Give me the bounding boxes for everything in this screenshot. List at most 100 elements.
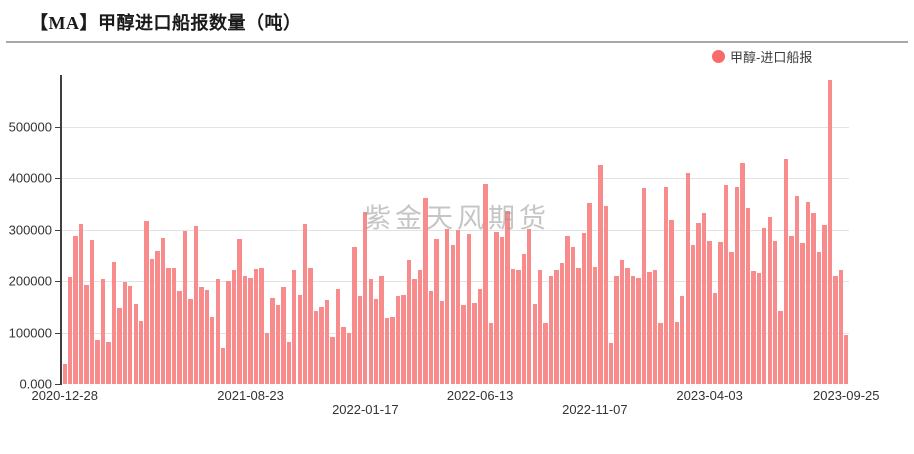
bar	[182, 230, 188, 384]
bar	[516, 270, 521, 384]
x-axis-label: 2022-01-17	[332, 402, 399, 417]
bar	[297, 294, 302, 384]
legend-label: 甲醇-进口船报	[730, 49, 813, 65]
bar	[117, 308, 122, 384]
bar	[712, 292, 718, 384]
bar	[292, 270, 297, 384]
bar	[461, 304, 466, 384]
x-axis-label: 2022-11-07	[562, 402, 628, 417]
bar	[106, 342, 111, 384]
bar	[663, 186, 669, 384]
bar	[324, 299, 330, 384]
bar	[390, 317, 395, 384]
bar	[445, 229, 450, 384]
bar	[756, 273, 761, 384]
bar	[439, 300, 444, 384]
bar	[308, 267, 313, 384]
bar	[231, 270, 237, 384]
bar	[614, 276, 619, 384]
bar	[669, 219, 674, 384]
bar	[494, 232, 499, 384]
bar	[521, 254, 526, 384]
bar	[242, 275, 248, 384]
y-axis-tick	[55, 281, 61, 282]
y-axis-tick	[55, 229, 61, 231]
bar	[428, 290, 434, 384]
bar	[423, 198, 428, 384]
bar	[603, 206, 608, 384]
bar	[139, 321, 144, 384]
bar	[723, 184, 729, 384]
x-axis-label: 2022-06-13	[446, 388, 514, 403]
bar	[718, 242, 723, 384]
y-axis-label: 200000	[8, 273, 52, 289]
bar	[783, 159, 789, 384]
bar	[100, 279, 106, 384]
bar	[210, 316, 215, 384]
bar	[401, 294, 406, 384]
bar	[177, 290, 182, 384]
y-axis-label: 300000	[8, 222, 52, 237]
chart-title: 【MA】甲醇进口船报数量（吨）	[30, 13, 302, 33]
bar	[264, 333, 270, 384]
bar	[838, 269, 843, 384]
bar	[379, 276, 384, 384]
bar	[598, 165, 603, 384]
bar	[111, 261, 117, 384]
y-axis-tick	[55, 332, 61, 334]
bar	[543, 323, 548, 384]
bar	[772, 241, 778, 384]
bar	[630, 276, 636, 384]
bar	[477, 289, 483, 384]
gridline	[62, 126, 849, 128]
bar	[160, 238, 166, 384]
bar	[778, 311, 783, 384]
bar	[587, 203, 592, 384]
bar	[636, 277, 641, 384]
bar	[95, 340, 100, 384]
bar	[794, 196, 800, 384]
legend-marker-icon	[712, 49, 725, 63]
bar	[122, 282, 128, 384]
bar	[658, 323, 663, 384]
x-axis-label: 2020-12-28	[31, 388, 98, 403]
bar	[171, 267, 177, 384]
gridline	[62, 229, 849, 231]
y-axis-label: 400000	[8, 170, 52, 186]
bar	[647, 271, 652, 384]
bar	[565, 235, 570, 384]
bar	[816, 251, 822, 384]
y-axis-line	[60, 75, 62, 385]
bar	[619, 259, 625, 384]
bar	[581, 233, 587, 384]
bar	[844, 334, 849, 384]
y-axis-tick	[55, 178, 61, 179]
bar	[259, 267, 264, 384]
bar	[341, 326, 346, 384]
bar	[833, 275, 838, 384]
bar	[374, 298, 379, 384]
bar	[275, 304, 281, 384]
bar	[537, 270, 543, 384]
bar	[827, 80, 833, 384]
bar	[499, 236, 505, 384]
bar	[505, 211, 510, 384]
bar	[800, 243, 805, 384]
bar	[220, 348, 226, 384]
bar	[330, 336, 335, 384]
bar	[466, 233, 472, 384]
bar	[745, 208, 751, 384]
bar	[729, 251, 734, 384]
bar	[406, 259, 412, 384]
bar	[685, 173, 690, 384]
bar	[625, 268, 630, 384]
bar	[352, 247, 357, 384]
bar	[204, 290, 209, 384]
bar	[313, 310, 319, 384]
bar	[248, 277, 253, 384]
bar	[592, 266, 598, 384]
legend-item-methanol-import[interactable]: 甲醇-进口船报	[712, 47, 812, 65]
x-axis-label: 2023-04-03	[676, 388, 743, 403]
bar	[762, 227, 767, 384]
bar	[226, 281, 231, 384]
